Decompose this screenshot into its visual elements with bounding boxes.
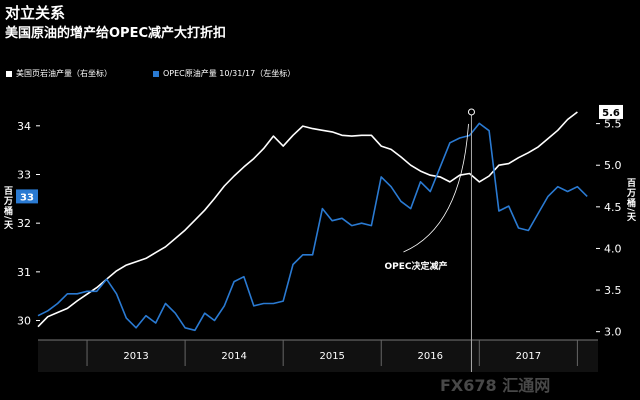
y-left-tick-label: 31 [17,266,31,279]
y-left-tick-label: 34 [17,120,31,133]
y-left-tick-label: 33 [17,168,31,181]
legend-swatch-blue [153,70,159,77]
y-left-tick-label: 32 [17,217,31,230]
x-tick-label: 2014 [221,351,246,362]
legend-item-us-shale: 美国页岩油产量（右坐标） [6,68,112,79]
y-right-tick-label: 4.0 [604,242,622,255]
y-right-tick-label: 3.0 [604,326,622,339]
annotation-marker [467,108,475,116]
chart-subtitle: 美国原油的增产给OPEC减产大打折扣 [5,26,227,41]
opec-series-line [37,122,588,332]
annotation-label: OPEC决定减产 [384,260,447,272]
x-tick-label: 2015 [319,351,344,362]
us-shale-series-line [37,111,578,328]
legend-label-us-shale: 美国页岩油产量（右坐标） [16,69,112,78]
y-right-tick-label: 4.5 [604,201,622,214]
y-axis-right-title: 百万桶/天 [625,178,635,223]
legend-label-opec: OPEC原油产量 10/31/17（左坐标） [163,69,296,78]
legend-swatch-white [6,70,12,77]
y-right-tick-label: 5.0 [604,159,622,172]
watermark: FX678 汇通网 [440,376,551,395]
y-left-tick-label: 30 [17,315,31,328]
us-end-label-box [599,104,623,119]
us-end-label: 5.6 [602,108,620,119]
opec-end-label-box [16,189,38,204]
x-axis-band [38,340,598,372]
legend-item-opec: OPEC原油产量 10/31/17（左坐标） [153,68,295,79]
y-right-tick-label: 3.5 [604,284,622,297]
x-tick-label: 2013 [123,351,148,362]
opec-end-label: 33 [20,192,34,203]
y-right-tick-label: 5.5 [604,118,622,131]
x-tick-label: 2017 [516,351,541,362]
chart-title: 对立关系 [5,4,66,22]
x-tick-label: 2016 [418,351,443,362]
y-axis-left-title: 百万桶/天 [2,186,12,231]
annotation-connector [403,123,469,253]
